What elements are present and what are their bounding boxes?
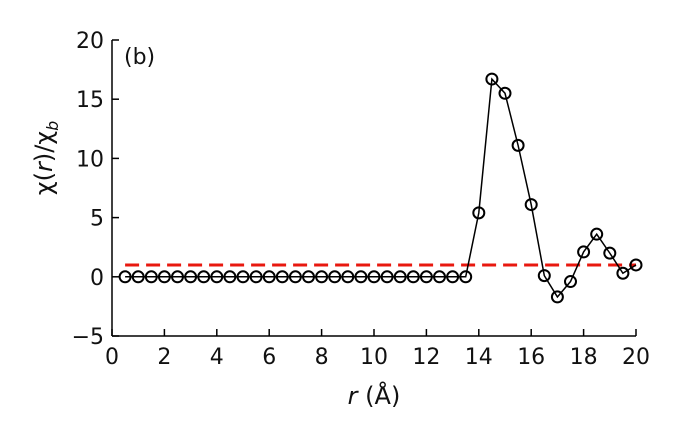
data-point: [367, 270, 381, 284]
x-tick-label: 12: [412, 345, 440, 370]
data-point: [485, 72, 499, 86]
y-label-part: χ(: [30, 172, 58, 195]
data-point: [354, 270, 368, 284]
data-point: [223, 270, 237, 284]
data-point: [328, 270, 342, 284]
y-tick-label: 15: [76, 88, 104, 113]
data-point: [603, 246, 617, 260]
y-axis-label: χ(r)/χb: [30, 121, 62, 196]
panel-label: (b): [124, 45, 155, 70]
data-point: [131, 270, 145, 284]
x-tick-label: 0: [105, 345, 119, 370]
x-tick-label: 18: [570, 345, 598, 370]
data-point: [472, 206, 486, 220]
data-point: [459, 270, 473, 284]
x-tick-label: 8: [315, 345, 329, 370]
data-point: [446, 270, 460, 284]
data-point: [157, 270, 171, 284]
data-point: [616, 266, 630, 280]
x-tick-label: 4: [210, 345, 224, 370]
data-point: [590, 227, 604, 241]
y-tick-label: −5: [72, 325, 104, 350]
y-tick-label: 5: [90, 207, 104, 232]
data-point: [197, 270, 211, 284]
data-point: [315, 270, 329, 284]
data-point: [288, 270, 302, 284]
data-point: [341, 270, 355, 284]
x-tick-label: 2: [157, 345, 171, 370]
x-label-unit: (Å): [358, 381, 401, 410]
data-point: [537, 269, 551, 283]
data-point: [302, 270, 315, 284]
x-tick-label: 6: [262, 345, 276, 370]
data-point: [433, 270, 446, 284]
y-tick-label: 10: [76, 147, 104, 172]
data-point: [419, 270, 433, 284]
data-point: [236, 270, 250, 284]
data-point: [184, 270, 198, 284]
data-point: [171, 270, 184, 284]
data-point: [249, 270, 263, 284]
data-point: [380, 270, 394, 284]
data-point: [393, 270, 407, 284]
data-point: [511, 138, 525, 152]
series-line: [125, 77, 637, 299]
data-point: [550, 290, 564, 304]
data-point: [275, 270, 289, 284]
x-label-var: r: [348, 382, 360, 410]
y-tick-label: 20: [76, 29, 104, 54]
x-tick-label: 10: [360, 345, 388, 370]
data-point: [262, 270, 276, 284]
y-tick-label: 0: [90, 266, 104, 291]
x-tick-label: 20: [622, 345, 650, 370]
data-point: [524, 198, 538, 212]
y-label-sub: b: [43, 121, 62, 131]
data-point: [406, 270, 420, 284]
data-point: [577, 245, 591, 259]
data-point: [118, 270, 132, 284]
data-point: [498, 86, 512, 100]
data-point: [210, 270, 224, 284]
x-axis-label: r (Å): [348, 381, 401, 410]
x-tick-label: 14: [465, 345, 493, 370]
y-label-var: r: [30, 160, 58, 172]
x-tick-label: 16: [517, 345, 545, 370]
y-label-part: )/χ: [30, 131, 58, 162]
data-point: [144, 270, 158, 284]
data-point: [629, 258, 643, 272]
data-point: [564, 275, 577, 289]
